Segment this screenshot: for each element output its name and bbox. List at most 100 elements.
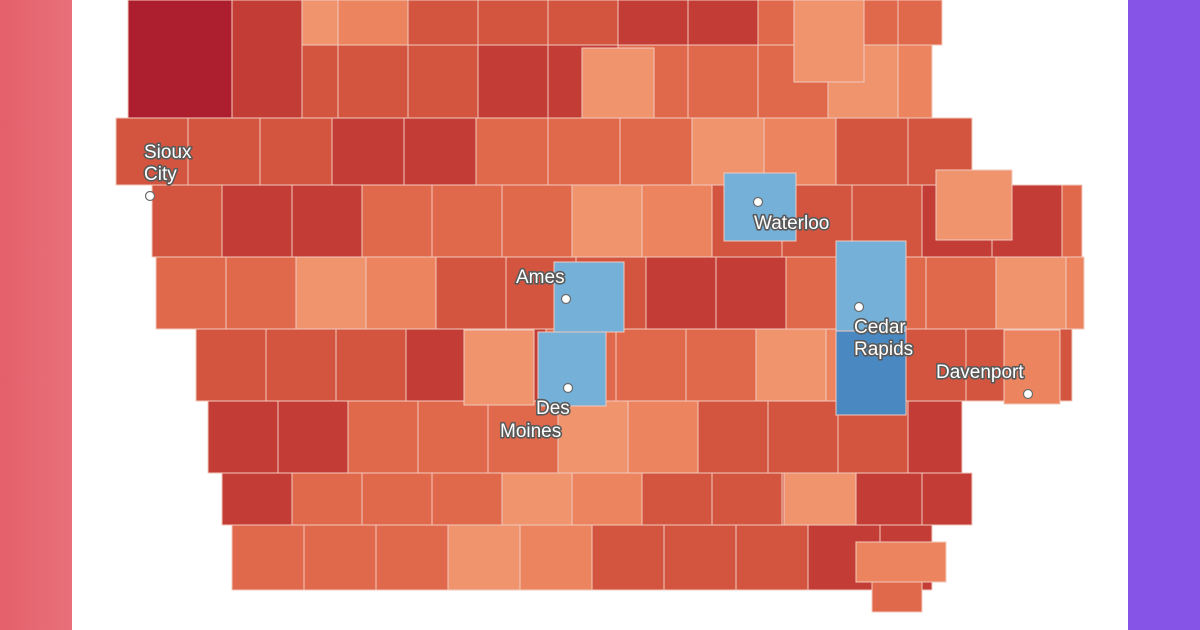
county[interactable]	[697, 400, 769, 474]
county[interactable]	[207, 400, 279, 474]
county[interactable]	[835, 117, 909, 186]
county[interactable]	[407, 0, 479, 46]
county[interactable]	[723, 172, 797, 242]
county[interactable]	[571, 184, 643, 258]
county[interactable]	[337, 0, 409, 46]
county[interactable]	[641, 472, 713, 526]
county[interactable]	[463, 329, 535, 406]
county[interactable]	[365, 256, 437, 330]
county[interactable]	[265, 328, 337, 402]
county[interactable]	[337, 44, 409, 119]
county[interactable]	[935, 169, 1013, 241]
city-sioux-city[interactable]: Sioux City	[142, 140, 194, 202]
county[interactable]	[375, 524, 449, 591]
county[interactable]	[557, 400, 629, 474]
city-dot-des-moines[interactable]	[562, 382, 574, 394]
county[interactable]	[1061, 184, 1083, 258]
city-dot-ames[interactable]	[560, 293, 572, 305]
county[interactable]	[115, 117, 189, 186]
county[interactable]	[303, 524, 377, 591]
county[interactable]	[331, 117, 405, 186]
county[interactable]	[895, 328, 967, 402]
county[interactable]	[783, 472, 857, 526]
county[interactable]	[447, 524, 521, 591]
county[interactable]	[155, 256, 227, 330]
county[interactable]	[361, 472, 433, 526]
county[interactable]	[711, 472, 783, 526]
county[interactable]	[501, 472, 573, 526]
county[interactable]	[687, 44, 759, 119]
county[interactable]	[547, 0, 619, 46]
city-waterloo[interactable]: Waterloo	[752, 196, 831, 236]
county[interactable]	[685, 328, 757, 402]
county[interactable]	[431, 184, 503, 258]
county[interactable]	[417, 400, 489, 474]
county[interactable]	[925, 256, 997, 330]
county[interactable]	[477, 44, 549, 119]
county[interactable]	[767, 400, 839, 474]
county[interactable]	[187, 117, 261, 186]
county[interactable]	[221, 472, 293, 526]
county[interactable]	[571, 472, 643, 526]
county[interactable]	[221, 184, 293, 258]
county[interactable]	[715, 256, 787, 330]
county[interactable]	[347, 400, 419, 474]
county[interactable]	[897, 44, 933, 119]
county[interactable]	[259, 117, 333, 186]
county[interactable]	[627, 400, 699, 474]
county[interactable]	[477, 0, 549, 46]
city-des-moines[interactable]: Des Moines	[498, 382, 574, 444]
county[interactable]	[277, 400, 349, 474]
county[interactable]	[295, 256, 367, 330]
county[interactable]	[127, 0, 233, 119]
county[interactable]	[537, 331, 607, 407]
city-davenport[interactable]: Davenport	[934, 360, 1034, 400]
city-dot-cedar-rapids[interactable]	[853, 301, 865, 313]
county[interactable]	[907, 400, 963, 474]
city-cedar-rapids[interactable]: Cedar Rapids	[852, 301, 915, 362]
county[interactable]	[619, 117, 693, 186]
county[interactable]	[921, 472, 973, 526]
county[interactable]	[435, 256, 507, 330]
county[interactable]	[225, 256, 297, 330]
county[interactable]	[615, 328, 687, 402]
county[interactable]	[995, 256, 1067, 330]
county[interactable]	[291, 472, 363, 526]
county[interactable]	[897, 0, 943, 46]
county[interactable]	[431, 472, 503, 526]
county[interactable]	[547, 117, 621, 186]
city-ames[interactable]: Ames	[514, 265, 572, 305]
county[interactable]	[851, 472, 923, 526]
county[interactable]	[591, 524, 665, 591]
county[interactable]	[519, 524, 593, 591]
county[interactable]	[501, 184, 573, 258]
county[interactable]	[645, 256, 717, 330]
county[interactable]	[1065, 256, 1085, 330]
county[interactable]	[855, 541, 947, 583]
county[interactable]	[871, 581, 923, 613]
county[interactable]	[361, 184, 433, 258]
county[interactable]	[835, 330, 907, 416]
county[interactable]	[475, 117, 549, 186]
county[interactable]	[835, 240, 907, 332]
county[interactable]	[195, 328, 267, 402]
county[interactable]	[735, 524, 809, 591]
county[interactable]	[291, 184, 363, 258]
county[interactable]	[617, 0, 689, 46]
county[interactable]	[335, 328, 407, 402]
iowa-county-map[interactable]: Sioux City Waterloo Ames Cedar Rapids	[72, 0, 1128, 630]
county[interactable]	[663, 524, 737, 591]
county[interactable]	[755, 328, 827, 402]
county-layer[interactable]	[115, 0, 1085, 613]
county[interactable]	[581, 47, 655, 119]
county[interactable]	[687, 0, 759, 46]
county[interactable]	[641, 184, 713, 258]
county[interactable]	[231, 0, 303, 119]
county[interactable]	[403, 117, 477, 186]
county[interactable]	[793, 0, 865, 83]
county[interactable]	[231, 524, 305, 591]
city-dot-sioux-city[interactable]	[144, 190, 156, 202]
city-dot-davenport[interactable]	[1022, 388, 1034, 400]
county[interactable]	[407, 44, 479, 119]
county[interactable]	[151, 184, 223, 258]
